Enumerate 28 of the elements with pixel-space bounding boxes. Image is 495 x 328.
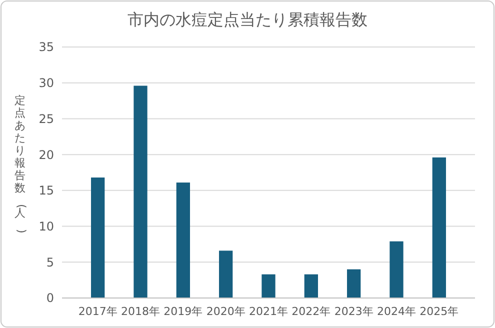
bar — [134, 86, 148, 298]
x-tick-label: 2023年 — [334, 305, 374, 318]
x-tick-label: 2017年 — [78, 305, 118, 318]
y-tick-label: 20 — [38, 148, 54, 162]
bar — [262, 274, 276, 298]
y-tick-label: 30 — [38, 76, 54, 90]
x-tick-label: 2024年 — [376, 305, 416, 318]
y-tick-label: 5 — [46, 255, 54, 270]
bar — [347, 269, 361, 298]
y-tick-label: 25 — [38, 112, 54, 126]
bar — [304, 274, 318, 298]
x-tick-label: 2022年 — [292, 305, 331, 318]
y-tick-label: 35 — [38, 40, 54, 54]
bar — [432, 157, 446, 298]
x-tick-label: 2025年 — [420, 305, 459, 318]
y-tick-label: 15 — [38, 184, 54, 198]
text: 定点あたり報告数(人) — [14, 94, 28, 234]
bar — [390, 241, 404, 298]
y-tick-label: 10 — [38, 219, 54, 234]
bar — [176, 182, 190, 298]
x-tick-label: 2018年 — [121, 305, 160, 318]
x-tick-label: 2020年 — [206, 305, 246, 318]
chart-title: 市内の水痘定点当たり累積報告数 — [128, 10, 368, 29]
x-tick-label: 2021年 — [249, 305, 288, 318]
x-tick-label: 2019年 — [164, 305, 203, 318]
y-tick-label: 0 — [46, 291, 54, 306]
bar — [219, 250, 233, 298]
bar — [91, 178, 105, 298]
